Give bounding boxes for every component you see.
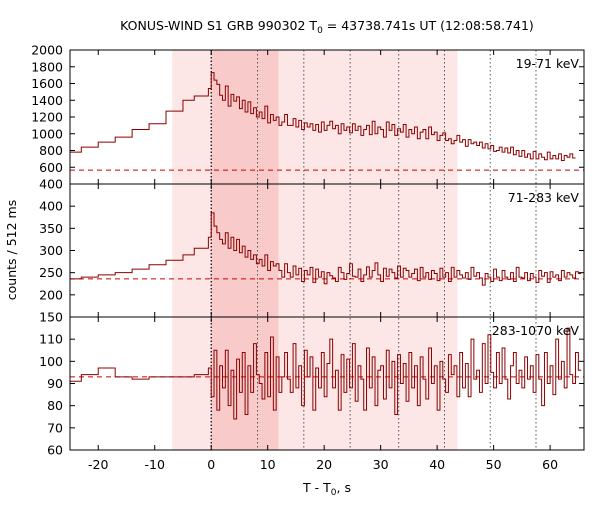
x-tick-label: 40 xyxy=(429,457,445,472)
y-tick-label: 2000 xyxy=(31,43,63,58)
x-tick-label: 10 xyxy=(260,457,276,472)
x-axis-label: T - T0, s xyxy=(302,480,351,498)
y-tick-label: 250 xyxy=(39,265,63,280)
chart-title: KONUS-WIND S1 GRB 990302 T0 = 43738.741s… xyxy=(120,18,534,36)
y-tick-label: 80 xyxy=(47,398,63,413)
x-tick-label: 60 xyxy=(542,457,558,472)
y-tick-label: 1000 xyxy=(31,126,63,141)
y-tick-label: 1800 xyxy=(31,59,63,74)
light-curve-2 xyxy=(70,327,582,420)
x-tick-label: -20 xyxy=(88,457,108,472)
y-tick-label: 1400 xyxy=(31,93,63,108)
y-tick-label: 90 xyxy=(47,376,63,391)
x-tick-label: 20 xyxy=(316,457,332,472)
y-tick-label: 100 xyxy=(39,354,63,369)
y-tick-label: 150 xyxy=(39,310,63,325)
y-tick-label: 300 xyxy=(39,243,63,258)
y-tick-label: 70 xyxy=(47,420,63,435)
y-tick-label: 60 xyxy=(47,443,63,458)
y-tick-label: 400 xyxy=(39,199,63,214)
y-tick-label: 1200 xyxy=(31,110,63,125)
y-tick-label: 200 xyxy=(39,287,63,302)
energy-band-label: 283-1070 keV xyxy=(492,323,580,338)
y-tick-label: 400 xyxy=(39,177,63,192)
energy-band-label: 19-71 keV xyxy=(516,56,580,71)
y-tick-label: 110 xyxy=(39,332,63,347)
y-tick-label: 800 xyxy=(39,143,63,158)
x-tick-label: -10 xyxy=(145,457,165,472)
x-tick-label: 30 xyxy=(373,457,389,472)
y-tick-label: 1600 xyxy=(31,76,63,91)
y-axis-label: counts / 512 ms xyxy=(4,200,19,300)
y-tick-label: 350 xyxy=(39,221,63,236)
y-tick-label: 600 xyxy=(39,160,63,175)
light-curve-0 xyxy=(70,72,576,162)
x-tick-label: 0 xyxy=(207,457,215,472)
light-curve-1 xyxy=(70,212,582,286)
energy-band-label: 71-283 keV xyxy=(508,190,580,205)
x-tick-label: 50 xyxy=(486,457,502,472)
